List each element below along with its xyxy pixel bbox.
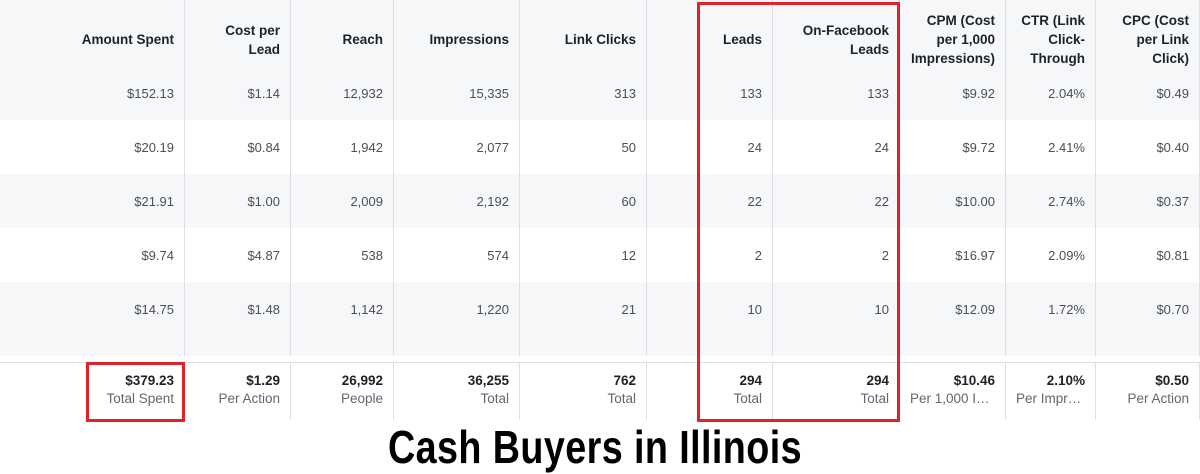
header-text: Link Clicks bbox=[564, 32, 636, 47]
total-value: $10.46 bbox=[953, 373, 995, 388]
table-cell: 2 bbox=[647, 228, 773, 282]
total-cell: 2.10% Per Impre… bbox=[1006, 362, 1096, 420]
total-value: 294 bbox=[866, 373, 889, 388]
table-cell: 2 bbox=[773, 228, 900, 282]
table-cell: 21 bbox=[520, 282, 647, 336]
table-cell: $1.00 bbox=[185, 174, 291, 228]
table-cell bbox=[520, 336, 647, 356]
table-cell: 1,220 bbox=[394, 282, 520, 336]
table-cell: $12.09 bbox=[900, 282, 1006, 336]
table-cell: $16.97 bbox=[900, 228, 1006, 282]
total-label: Per Impre… bbox=[1016, 391, 1085, 406]
table-cell: 12 bbox=[520, 228, 647, 282]
table-cell: 10 bbox=[647, 282, 773, 336]
total-cell: 762 Total bbox=[520, 362, 647, 420]
table-cell: 50 bbox=[520, 120, 647, 174]
highlight-box bbox=[86, 362, 185, 422]
caption: Cash Buyers in Illinois bbox=[388, 421, 802, 473]
total-label: Per 1,000 Im… bbox=[910, 391, 995, 406]
total-value: 294 bbox=[739, 373, 762, 388]
table-cell: 22 bbox=[773, 174, 900, 228]
table-cell: $0.37 bbox=[1096, 174, 1200, 228]
table-cell: 1.72% bbox=[1006, 282, 1096, 336]
table-cell: $9.72 bbox=[900, 120, 1006, 174]
table-cell: 2.09% bbox=[1006, 228, 1096, 282]
header-text: Reach bbox=[342, 32, 383, 47]
table-cell: 2,192 bbox=[394, 174, 520, 228]
table-cell: $14.75 bbox=[0, 282, 185, 336]
table-cell bbox=[394, 336, 520, 356]
header-text: On-Facebook Leads bbox=[802, 22, 889, 57]
table-cell: $0.81 bbox=[1096, 228, 1200, 282]
table-cell: 2.41% bbox=[1006, 120, 1096, 174]
table-cell: 2,009 bbox=[291, 174, 394, 228]
total-value: 26,992 bbox=[341, 373, 383, 388]
table-cell: 1,142 bbox=[291, 282, 394, 336]
table-cell bbox=[291, 336, 394, 356]
table-cell: 12,932 bbox=[291, 66, 394, 120]
total-cell: 26,992 People bbox=[291, 362, 394, 420]
header-text: Leads bbox=[722, 32, 762, 47]
total-label: Total bbox=[607, 391, 636, 406]
header-text: CTR (Link Click-Through bbox=[1021, 13, 1085, 66]
table-cell: 133 bbox=[647, 66, 773, 120]
table-cell: $9.92 bbox=[900, 66, 1006, 120]
total-label: Total bbox=[480, 391, 509, 406]
table-cell bbox=[647, 336, 773, 356]
table-cell: $4.87 bbox=[185, 228, 291, 282]
table-cell: 313 bbox=[520, 66, 647, 120]
table-cell: 2.74% bbox=[1006, 174, 1096, 228]
header-text: Amount Spent bbox=[81, 32, 174, 47]
header-text: Cost per Lead bbox=[225, 22, 280, 57]
table-cell bbox=[185, 336, 291, 356]
total-value: $0.50 bbox=[1155, 373, 1189, 388]
table-cell: 538 bbox=[291, 228, 394, 282]
table-cell: 574 bbox=[394, 228, 520, 282]
total-label: Per Action bbox=[218, 391, 280, 406]
table-cell: $1.48 bbox=[185, 282, 291, 336]
total-cell: $1.29 Per Action bbox=[185, 362, 291, 420]
table-cell: $0.84 bbox=[185, 120, 291, 174]
table-cell: 22 bbox=[647, 174, 773, 228]
table-cell: $0.70 bbox=[1096, 282, 1200, 336]
table-cell: $0.40 bbox=[1096, 120, 1200, 174]
header-text: CPC (Cost per Link Click) bbox=[1122, 13, 1189, 66]
total-label: People bbox=[340, 391, 383, 406]
table-cell bbox=[1006, 336, 1096, 356]
table-cell: $0.49 bbox=[1096, 66, 1200, 120]
header-text: CPM (Cost per 1,000 Impressions) bbox=[910, 13, 995, 66]
table-cell bbox=[1096, 336, 1200, 356]
total-label: Per Action bbox=[1127, 391, 1189, 406]
highlight-box bbox=[697, 2, 900, 422]
table-cell: 1,942 bbox=[291, 120, 394, 174]
table-cell: 133 bbox=[773, 66, 900, 120]
table-cell: 15,335 bbox=[394, 66, 520, 120]
total-cell: 36,255 Total bbox=[394, 362, 520, 420]
table-cell: $10.00 bbox=[900, 174, 1006, 228]
table-cell bbox=[0, 336, 185, 356]
table-cell: 24 bbox=[773, 120, 900, 174]
table-cell: $9.74 bbox=[0, 228, 185, 282]
total-value: 2.10% bbox=[1046, 373, 1085, 388]
total-cell: $10.46 Per 1,000 Im… bbox=[900, 362, 1006, 420]
total-cell: 294 Total bbox=[647, 362, 773, 420]
table-cell: 10 bbox=[773, 282, 900, 336]
table-cell: 2,077 bbox=[394, 120, 520, 174]
table-cell bbox=[900, 336, 1006, 356]
header-text: Impressions bbox=[429, 32, 509, 47]
table-cell: 24 bbox=[647, 120, 773, 174]
total-cell: $0.50 Per Action bbox=[1096, 362, 1200, 420]
table-cell: $21.91 bbox=[0, 174, 185, 228]
total-value: $379.23 bbox=[125, 373, 174, 388]
total-value: 762 bbox=[613, 373, 636, 388]
total-value: 36,255 bbox=[467, 373, 509, 388]
table-cell: $152.13 bbox=[0, 66, 185, 120]
table-cell: 2.04% bbox=[1006, 66, 1096, 120]
table-cell: $20.19 bbox=[0, 120, 185, 174]
table-cell: 60 bbox=[520, 174, 647, 228]
total-value: $1.29 bbox=[246, 373, 280, 388]
table-cell: $1.14 bbox=[185, 66, 291, 120]
